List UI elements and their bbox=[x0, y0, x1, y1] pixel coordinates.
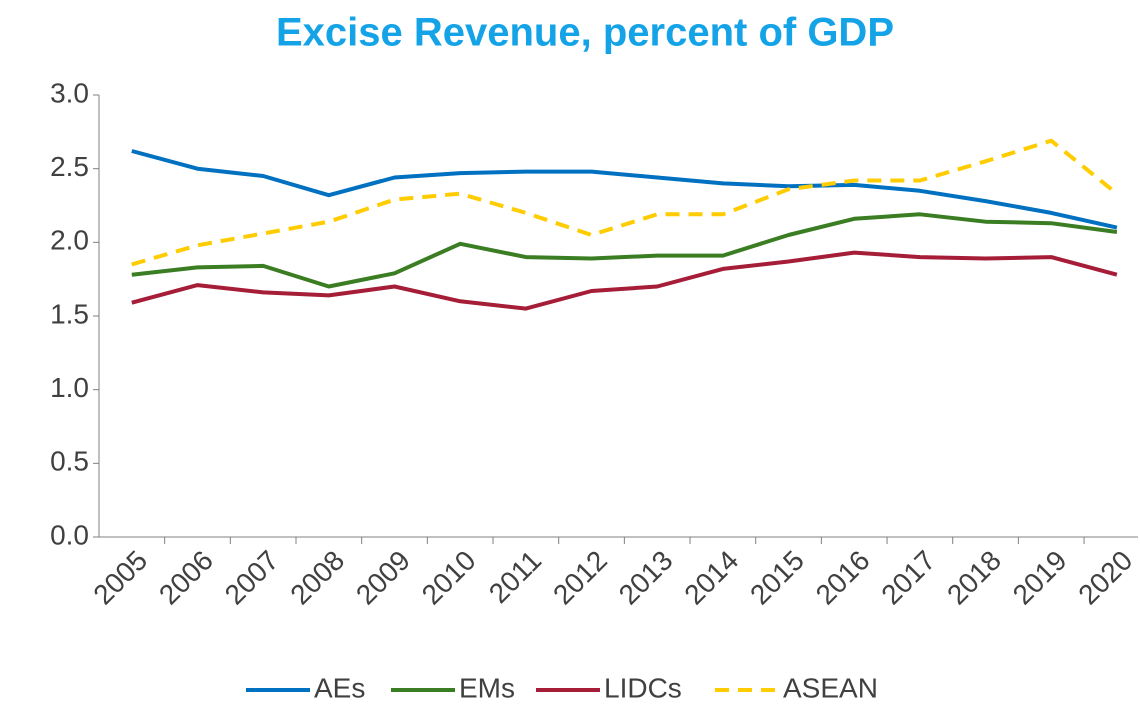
legend-label: AEs bbox=[314, 672, 365, 703]
y-tick-label: 2.5 bbox=[50, 151, 89, 182]
legend-label: ASEAN bbox=[783, 672, 878, 703]
series-line bbox=[131, 250, 1118, 311]
x-tick-label: 2007 bbox=[219, 545, 285, 611]
y-tick-label: 2.0 bbox=[50, 225, 89, 256]
y-tick-label: 1.0 bbox=[50, 372, 89, 403]
x-tick-label: 2010 bbox=[416, 545, 482, 611]
x-tick-label: 2015 bbox=[744, 545, 810, 611]
x-tick-label: 2005 bbox=[87, 545, 153, 611]
x-tick-label: 2019 bbox=[1007, 545, 1073, 611]
x-tick-label: 2020 bbox=[1072, 545, 1138, 611]
chart-title: Excise Revenue, percent of GDP bbox=[276, 11, 894, 55]
x-tick-label: 2018 bbox=[941, 545, 1007, 611]
y-tick-label: 0.0 bbox=[50, 519, 89, 550]
x-tick-label: 2009 bbox=[350, 545, 416, 611]
x-tick-label: 2014 bbox=[678, 545, 744, 611]
y-tick-label: 0.5 bbox=[50, 446, 89, 477]
x-tick-label: 2008 bbox=[284, 545, 350, 611]
x-tick-label: 2016 bbox=[810, 545, 876, 611]
series-line bbox=[131, 138, 1119, 267]
x-tick-label: 2012 bbox=[547, 545, 613, 611]
legend-label: EMs bbox=[459, 672, 515, 703]
series-line bbox=[131, 212, 1118, 289]
series-line bbox=[131, 149, 1118, 230]
x-tick-label: 2017 bbox=[875, 545, 941, 611]
y-tick-label: 3.0 bbox=[50, 77, 89, 108]
x-tick-label: 2013 bbox=[613, 545, 679, 611]
x-tick-label: 2011 bbox=[483, 545, 548, 610]
x-tick-label: 2006 bbox=[153, 545, 219, 611]
legend-label: LIDCs bbox=[604, 672, 682, 703]
y-tick-label: 1.5 bbox=[50, 298, 89, 329]
